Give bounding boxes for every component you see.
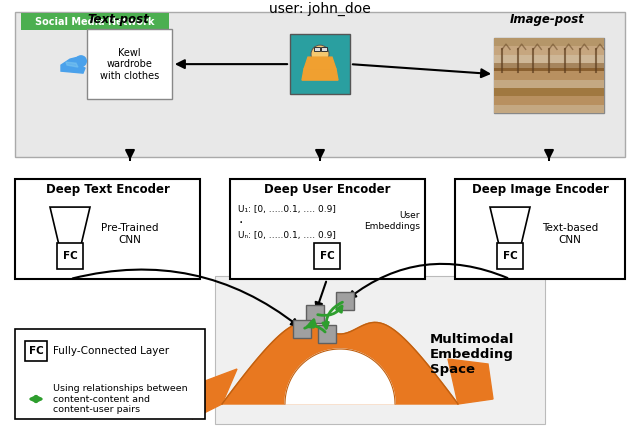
Bar [494, 38, 604, 113]
Bar [494, 88, 604, 97]
Text: FC: FC [319, 251, 334, 261]
Text: Fully-Connected Layer: Fully-Connected Layer [53, 346, 169, 356]
Text: FC: FC [502, 251, 517, 261]
Text: user: john_doe: user: john_doe [269, 2, 371, 16]
Text: Multimodal
Embedding
Space: Multimodal Embedding Space [430, 332, 515, 375]
Text: U₁: [0, …..0.1, …. 0.9]: U₁: [0, …..0.1, …. 0.9] [238, 205, 336, 214]
Bar [494, 46, 604, 55]
Polygon shape [59, 245, 81, 251]
Polygon shape [285, 349, 395, 404]
Bar [57, 243, 83, 269]
Text: Uₙ: [0, …..0.1, …. 0.9]: Uₙ: [0, …..0.1, …. 0.9] [238, 230, 336, 239]
Polygon shape [448, 359, 493, 404]
Text: FC: FC [63, 251, 77, 261]
Polygon shape [304, 57, 336, 69]
Bar [21, 13, 169, 30]
Polygon shape [192, 369, 237, 419]
Polygon shape [302, 69, 338, 80]
Text: ·: · [238, 216, 243, 230]
Bar [230, 179, 425, 279]
Circle shape [311, 45, 329, 63]
Circle shape [75, 55, 87, 67]
Bar [497, 243, 523, 269]
Bar [494, 63, 604, 72]
Bar [293, 320, 311, 338]
Bar [494, 71, 604, 80]
Text: Social Media Network: Social Media Network [35, 17, 155, 27]
Polygon shape [61, 57, 85, 73]
Bar [215, 276, 545, 424]
Bar [494, 38, 604, 46]
Bar [455, 179, 625, 279]
Bar [15, 12, 625, 157]
Bar [494, 38, 604, 68]
Bar [494, 54, 604, 63]
Bar [494, 79, 604, 88]
Bar [314, 47, 320, 51]
Bar [15, 329, 205, 419]
Bar [314, 243, 340, 269]
Bar [321, 47, 327, 51]
Bar [494, 104, 604, 113]
Bar [87, 29, 172, 99]
Text: Text-based
CNN: Text-based CNN [542, 223, 598, 245]
Text: Using relationships between
content-content and
content-user pairs: Using relationships between content-cont… [53, 384, 188, 414]
Text: Text-post: Text-post [87, 12, 149, 26]
Bar [494, 96, 604, 105]
Bar [306, 305, 324, 323]
Polygon shape [50, 207, 90, 245]
Polygon shape [66, 62, 78, 67]
Bar [290, 34, 350, 94]
Text: Pre-Trained
CNN: Pre-Trained CNN [101, 223, 159, 245]
Text: FC: FC [29, 346, 44, 356]
Bar [318, 325, 336, 343]
Text: Deep User Encoder: Deep User Encoder [264, 183, 391, 196]
Text: Deep Image Encoder: Deep Image Encoder [472, 183, 609, 196]
Polygon shape [490, 207, 530, 245]
Text: Image-post: Image-post [509, 12, 584, 26]
Polygon shape [222, 323, 458, 404]
Bar [15, 179, 200, 279]
Bar [25, 341, 47, 361]
Text: User
Embeddings: User Embeddings [364, 211, 420, 231]
Bar [336, 292, 354, 310]
Text: Kewl
wardrobe
with clothes: Kewl wardrobe with clothes [100, 48, 159, 81]
Polygon shape [499, 245, 521, 251]
Text: Deep Text Encoder: Deep Text Encoder [45, 183, 170, 196]
